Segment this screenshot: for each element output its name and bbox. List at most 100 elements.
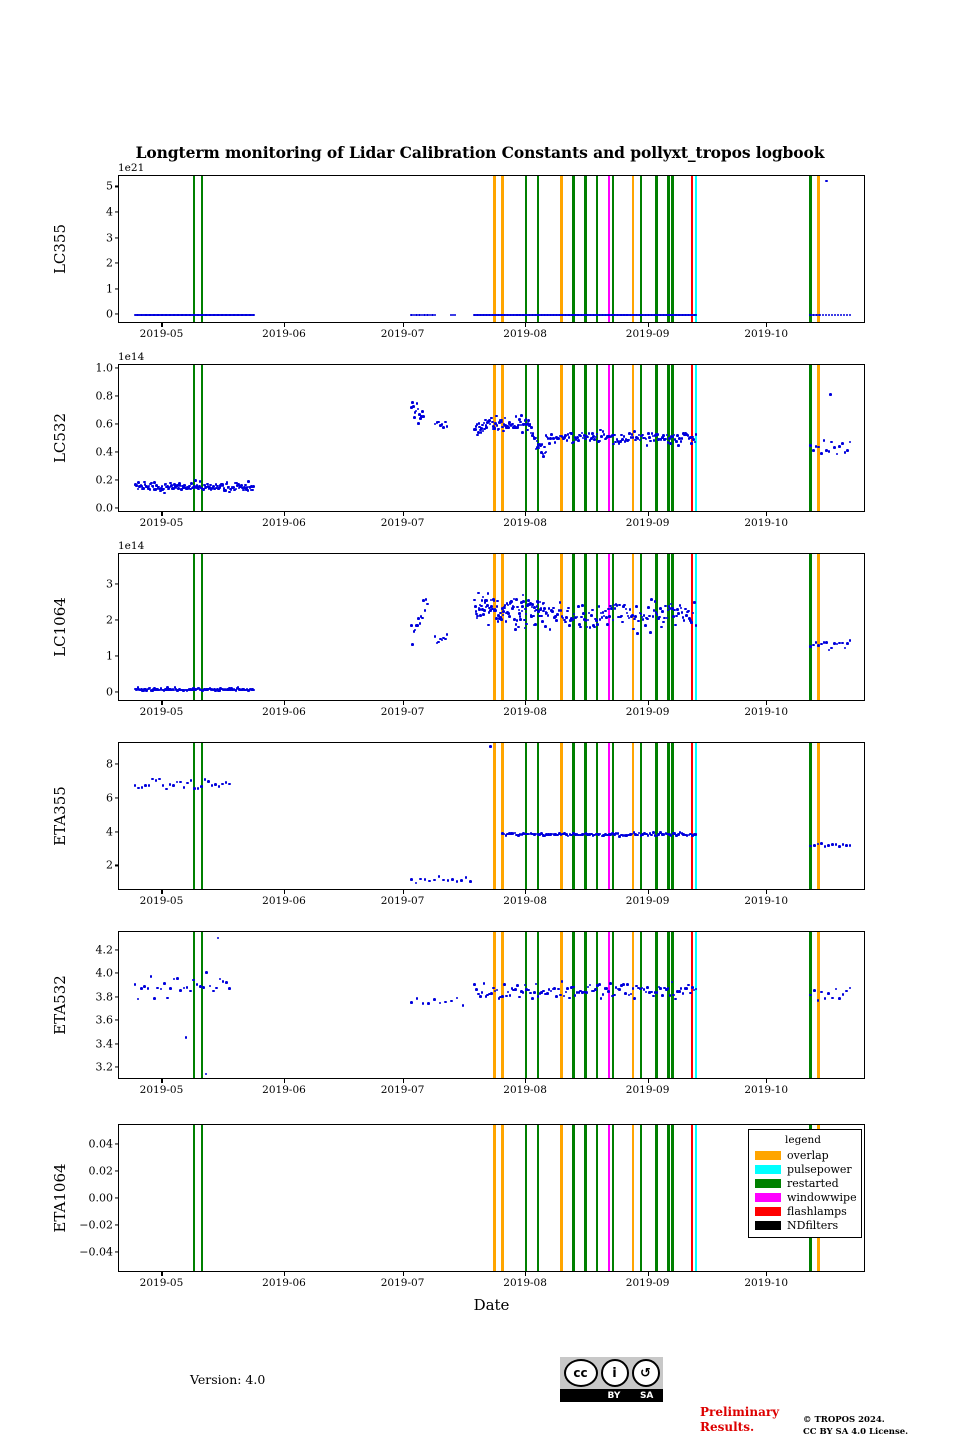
event-line-overlap — [817, 176, 820, 322]
data-point — [812, 449, 815, 453]
data-point — [522, 832, 525, 835]
data-point — [838, 445, 841, 448]
event-line-restarted — [200, 554, 204, 700]
data-point — [524, 417, 528, 421]
data-point — [526, 313, 530, 317]
data-point — [587, 313, 591, 317]
event-line-restarted — [655, 365, 658, 511]
event-line-overlap — [817, 365, 820, 511]
data-point — [654, 611, 658, 614]
data-point — [525, 832, 529, 836]
data-point — [170, 484, 173, 487]
data-point — [629, 992, 633, 996]
data-point — [497, 614, 500, 617]
data-point — [185, 313, 189, 317]
data-point — [431, 313, 434, 317]
data-point — [449, 313, 453, 317]
data-point — [824, 313, 828, 317]
data-point — [675, 313, 679, 317]
data-point — [812, 643, 815, 647]
event-line-restarted — [524, 365, 528, 511]
data-point — [482, 982, 486, 985]
data-point — [455, 880, 459, 883]
data-point — [250, 313, 254, 317]
data-point — [410, 1001, 413, 1005]
data-point — [198, 313, 202, 317]
data-point — [479, 313, 482, 317]
x-tick-label: 2019-09 — [625, 1084, 670, 1096]
data-point — [510, 423, 514, 427]
data-point — [657, 313, 661, 317]
data-point — [577, 833, 581, 837]
data-point — [173, 483, 176, 486]
data-point — [245, 486, 249, 489]
y-tick-label: 3.8 — [95, 990, 114, 1004]
data-point — [232, 486, 235, 489]
data-point — [523, 422, 526, 426]
data-point — [521, 991, 525, 994]
data-point — [164, 313, 167, 317]
data-point — [421, 410, 424, 414]
data-point — [818, 313, 822, 317]
data-point — [485, 425, 488, 429]
data-point — [623, 440, 627, 443]
data-point — [411, 400, 414, 404]
data-point — [846, 449, 849, 452]
data-point — [579, 434, 583, 438]
legend-item-flashlamps: flashlamps — [755, 1204, 855, 1218]
data-point — [655, 991, 659, 995]
data-point — [537, 446, 541, 450]
data-point — [653, 991, 657, 994]
data-point — [148, 487, 152, 491]
data-point — [568, 624, 571, 627]
data-point — [523, 626, 527, 630]
data-point — [670, 980, 674, 984]
data-point — [174, 313, 178, 317]
event-line-restarted — [572, 743, 575, 889]
data-point — [840, 641, 844, 645]
data-point — [185, 986, 189, 989]
data-point — [414, 881, 418, 885]
data-point — [597, 605, 601, 608]
data-point — [133, 313, 137, 317]
event-line-pulsepower — [694, 365, 698, 511]
data-point — [506, 313, 509, 317]
data-point — [549, 989, 553, 993]
x-tick-mark — [647, 512, 649, 516]
data-point — [681, 313, 684, 317]
data-point — [246, 488, 250, 492]
data-point — [486, 993, 490, 997]
data-point — [563, 832, 566, 835]
data-point — [208, 984, 212, 988]
data-point — [480, 598, 484, 602]
data-point — [694, 433, 698, 436]
data-point — [622, 435, 626, 438]
data-point — [680, 610, 684, 614]
y-tick-mark — [114, 211, 118, 213]
x-tick-mark — [766, 323, 768, 327]
data-point — [531, 434, 534, 437]
x-tick-mark — [284, 1272, 286, 1276]
data-point — [827, 313, 831, 317]
data-point — [538, 992, 542, 995]
data-point — [596, 622, 599, 626]
data-point — [688, 616, 691, 620]
y-tick-mark — [114, 1019, 118, 1021]
data-point — [137, 481, 141, 484]
data-point — [229, 313, 233, 317]
event-line-restarted — [584, 743, 587, 889]
data-point — [504, 834, 508, 837]
data-point — [594, 988, 597, 991]
data-point — [497, 313, 500, 317]
event-line-restarted — [536, 554, 540, 700]
data-point — [188, 484, 191, 488]
event-line-overlap — [501, 743, 504, 889]
data-point — [228, 782, 231, 786]
event-line-restarted — [200, 1125, 204, 1271]
data-point — [666, 832, 669, 836]
data-point — [172, 487, 176, 490]
data-point — [591, 608, 594, 612]
y-axis-offset-lc1064: 1e14 — [118, 540, 145, 552]
data-point — [236, 483, 240, 486]
data-point — [523, 983, 527, 987]
